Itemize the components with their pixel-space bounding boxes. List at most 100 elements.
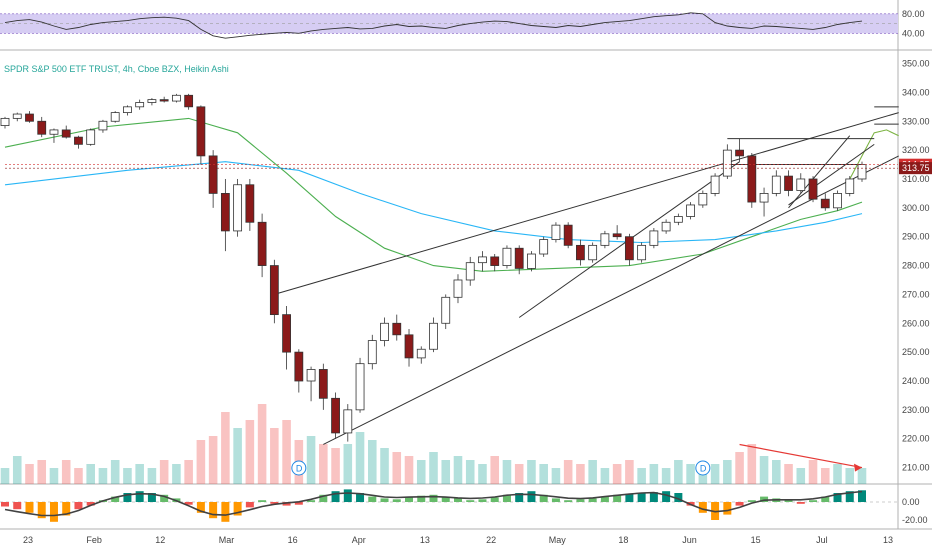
oscillator-bar: [111, 496, 120, 502]
oscillator-bar: [221, 502, 230, 522]
oscillator-bar: [600, 496, 609, 502]
price-tick-label: 300.00: [902, 203, 930, 213]
time-tick-label: Feb: [86, 535, 102, 545]
oscillator-bar: [233, 502, 242, 516]
time-tick-label: 22: [486, 535, 496, 545]
oscillator-bar: [74, 502, 83, 510]
volume-bar: [465, 460, 475, 484]
candle: [429, 322, 438, 350]
candle: [404, 334, 414, 359]
candle: [527, 253, 536, 269]
time-tick-label: 12: [155, 535, 165, 545]
candle: [833, 193, 842, 209]
oscillator-bar: [723, 502, 732, 515]
oscillator-tick-label: -20.00: [902, 515, 928, 525]
candle: [25, 113, 34, 122]
volume-bar: [49, 468, 59, 484]
volume-bar: [110, 460, 120, 484]
candle: [49, 129, 59, 135]
candle: [502, 247, 512, 266]
candle: [576, 244, 585, 261]
oscillator-bar: [662, 491, 671, 502]
oscillator-bar: [784, 500, 793, 502]
volume-bar: [135, 464, 144, 484]
candle: [722, 149, 732, 177]
candle: [686, 204, 695, 217]
moving-average-line: [4, 117, 863, 272]
volume-bar: [441, 460, 451, 484]
candle: [820, 198, 830, 209]
candle: [649, 230, 659, 246]
candle: [845, 178, 855, 194]
volume-bar: [625, 460, 634, 484]
volume-bar: [637, 468, 646, 484]
dividend-marker: [291, 460, 307, 476]
price-tick-label: 220.00: [902, 434, 930, 444]
oscillator-bar: [405, 497, 414, 502]
candle: [441, 296, 451, 324]
dividend-marker: [695, 460, 711, 476]
oscillator-bar: [649, 492, 658, 502]
oscillator-bar: [49, 502, 58, 522]
volume-bar: [686, 464, 695, 484]
oscillator-bar: [343, 489, 352, 502]
time-tick-label: 13: [420, 535, 430, 545]
oscillator-bar: [502, 494, 511, 502]
price-tick-label: 340.00: [902, 87, 930, 97]
candle: [710, 175, 720, 194]
oscillator-bar: [123, 493, 132, 502]
volume-bar: [147, 468, 157, 484]
candle: [796, 178, 806, 191]
candle: [0, 117, 10, 126]
volume-bar: [710, 464, 720, 484]
candle: [637, 244, 647, 261]
volume-bar: [221, 412, 230, 484]
oscillator-bar: [160, 494, 169, 502]
volume-bar: [61, 460, 71, 484]
trendline: [788, 135, 851, 209]
oscillator-bar: [356, 493, 365, 502]
candle: [465, 262, 475, 281]
oscillator-bar: [564, 500, 573, 502]
time-tick-label: Apr: [352, 535, 366, 545]
candle: [318, 369, 328, 399]
volume-bar: [453, 456, 463, 484]
candle: [171, 94, 181, 102]
candle: [551, 224, 561, 240]
volume-bar: [612, 464, 622, 484]
price-tick-label: 320.00: [902, 145, 930, 155]
price-tick-label: 350.00: [902, 59, 930, 69]
price-tick-label: 290.00: [902, 232, 930, 242]
oscillator-bar: [466, 500, 475, 502]
oscillator-bar: [527, 491, 536, 502]
time-tick-label: 16: [288, 535, 298, 545]
volume-bar: [563, 460, 573, 484]
oscillator-bar: [331, 491, 340, 502]
candle: [588, 244, 598, 261]
candle: [759, 193, 769, 203]
time-tick-label: 23: [23, 535, 33, 545]
oscillator-bar: [588, 498, 597, 502]
candle: [563, 224, 573, 246]
oscillator-bar: [747, 500, 756, 502]
oscillator-bar: [845, 491, 854, 502]
oscillator-bar: [858, 490, 866, 502]
volume-bar: [833, 464, 842, 484]
volume-bar: [735, 452, 744, 484]
volume-bar: [184, 460, 193, 484]
volume-bar: [37, 460, 47, 484]
candle: [233, 184, 243, 232]
oscillator-bar: [294, 502, 303, 505]
oscillator-bar: [625, 493, 634, 502]
candle: [857, 164, 867, 180]
candle: [367, 340, 377, 365]
candle: [380, 322, 389, 341]
oscillator-bar: [441, 496, 450, 502]
volume-bar: [355, 432, 365, 484]
volume-bar: [245, 420, 255, 484]
candle: [282, 314, 291, 353]
candle: [771, 175, 781, 194]
oscillator-bar: [821, 496, 830, 502]
candle: [123, 106, 132, 114]
chart-title: SPDR S&P 500 ETF TRUST, 4h, Cboe BZX, He…: [4, 64, 229, 74]
